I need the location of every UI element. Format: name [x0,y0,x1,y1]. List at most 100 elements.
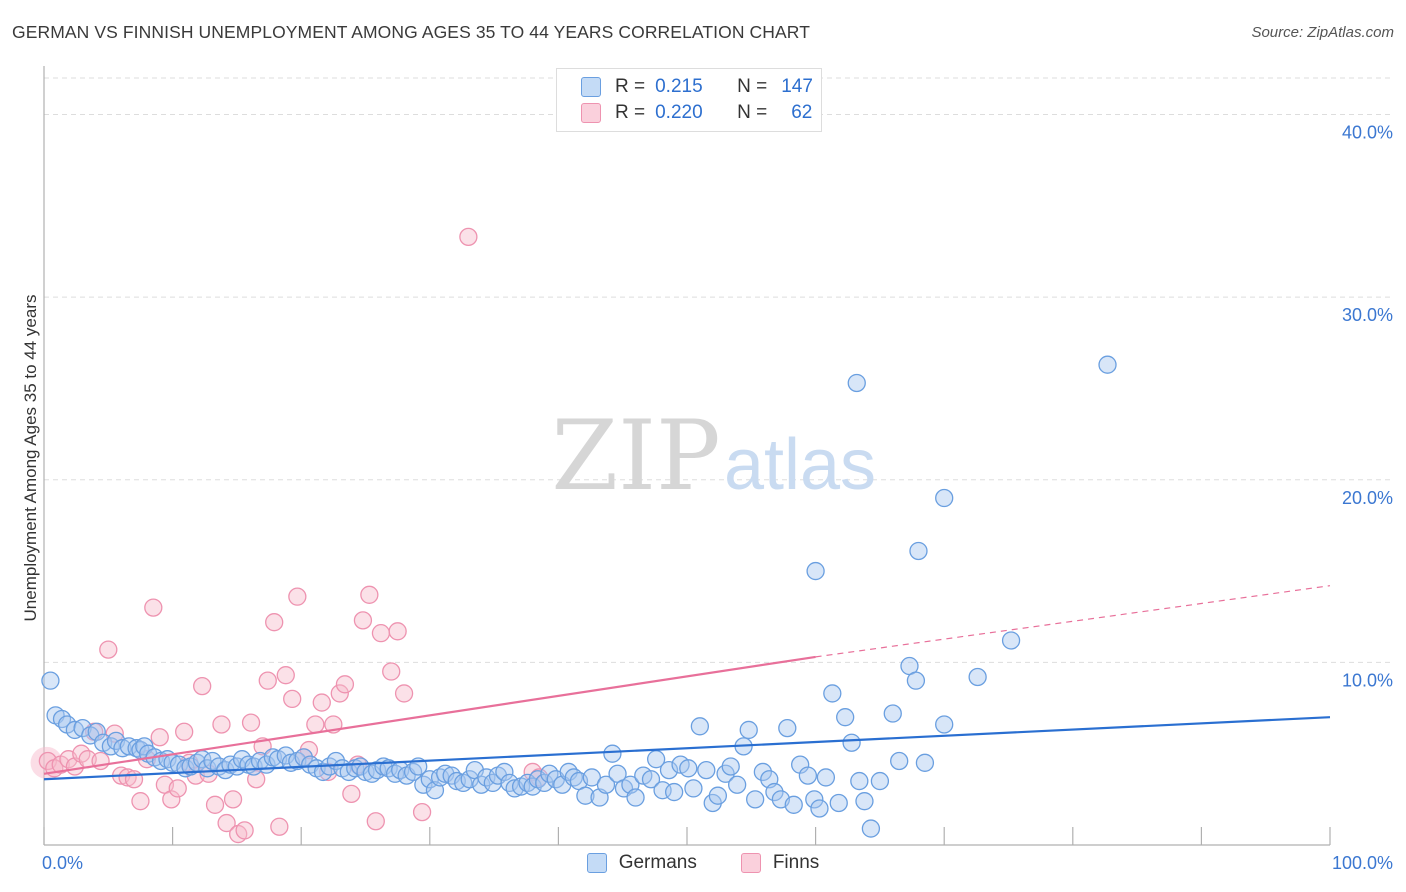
data-point [890,751,909,771]
data-point [653,781,672,800]
y-tick-label: 40.0% [1342,123,1393,143]
data-point [124,770,144,789]
trend-lines [43,585,1331,781]
data-point [312,693,331,712]
legend-swatch-germans [581,77,601,97]
legend-swatch-finns [740,853,761,873]
data-point [162,790,181,809]
data-point [223,790,243,809]
data-point [353,611,373,630]
data-point [778,718,797,738]
legend-n-label: N = [737,76,768,97]
data-point [810,799,829,818]
data-point [366,812,385,831]
legend-r-value: 0.215 [655,76,703,97]
data-point [765,782,784,802]
data-point [659,760,679,780]
data-point [739,720,758,740]
y-tick-label: 10.0% [1342,670,1393,690]
data-point [459,227,478,247]
data-point [330,684,349,703]
data-point [1001,631,1021,650]
data-point [708,786,728,805]
data-point [836,708,855,727]
tick-labels: 10.0% 20.0% 30.0% 40.0% 0.0% 100.0% [42,123,1393,873]
data-point [1098,355,1117,374]
grid-lines [44,77,1394,663]
data-point [806,561,825,581]
chart-title: GERMAN VS FINNISH UNEMPLOYMENT AMONG AGE… [12,22,811,42]
data-point [906,671,926,690]
data-point [697,760,716,780]
legend-r-label: R = [615,102,646,123]
data-point [935,715,954,734]
data-point [784,795,803,814]
data-point [870,771,890,791]
data-point [721,757,740,776]
x-tick-label: 100.0% [1332,853,1393,873]
data-point [968,667,987,687]
data-point [883,704,902,723]
data-point [394,684,414,703]
data-point [403,762,423,782]
data-point [168,779,187,798]
data-point [855,792,874,811]
legend-label-germans: Germans [618,852,697,873]
data-point [99,640,118,659]
data-point [360,585,379,604]
germans-points [41,355,1117,838]
data-point [816,768,836,787]
data-point [235,821,254,840]
data-point [596,775,616,794]
data-point [690,717,710,736]
data-point [842,733,861,752]
data-point [144,598,163,617]
data-point [829,793,848,813]
data-point [753,762,773,782]
y-axis-label: Unemployment Among Ages 35 to 44 years [21,295,40,622]
data-point [217,813,236,833]
source-label: Source: ZipAtlas.com [1251,24,1394,41]
data-point [679,759,698,778]
data-point [87,722,106,741]
data-point [861,819,881,838]
data-point [276,666,295,685]
data-point [850,771,869,791]
watermark: ZIP atlas [551,400,876,512]
x-tick-label: 0.0% [42,853,83,873]
data-point [258,671,277,690]
data-point [212,715,231,734]
data-point [288,587,307,606]
data-point [335,675,355,694]
data-point [582,768,601,787]
legend-r-label: R = [615,76,646,97]
legend-n-value: 62 [791,102,813,123]
legend-swatch-finns [581,103,601,123]
data-point [118,768,137,787]
data-point [412,802,432,822]
data-point [52,709,72,729]
y-tick-label: 30.0% [1342,305,1393,325]
data-point [221,755,240,774]
legend-row-germans: R = 0.215 N = 147 [581,75,813,99]
data-point [241,713,261,732]
data-point [265,613,284,632]
legend-swatch-germans [586,853,607,873]
data-point [805,790,824,809]
legend-r-value: 0.220 [655,102,703,123]
data-point [576,786,595,805]
data-point [150,728,169,747]
legend-label-finns: Finns [772,852,820,873]
data-point [193,676,212,696]
correlation-legend: R = 0.215 N = 147 R = 0.220 N = 62 [556,68,822,132]
watermark-zip: ZIP [551,400,720,512]
data-point [175,722,194,741]
data-point [684,779,703,798]
data-point [388,622,407,641]
data-point [41,671,60,690]
data-point [935,488,954,508]
axes [43,66,1331,846]
data-point [626,788,645,807]
data-point [915,753,935,772]
